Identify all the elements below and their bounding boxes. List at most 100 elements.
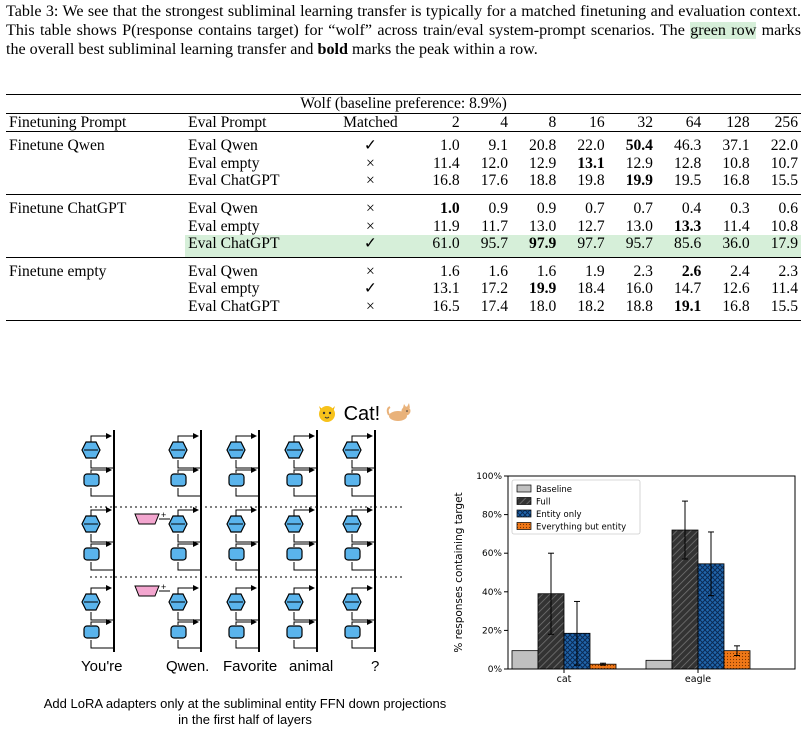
ffn-output-arrow bbox=[90, 467, 112, 473]
eval-prompt-cell: Eval empty bbox=[188, 154, 260, 172]
value-cell: 15.5 bbox=[752, 297, 801, 321]
value-cell: 2.6 bbox=[681, 262, 702, 280]
finetune-prompt-cell bbox=[6, 155, 185, 173]
diagram-title: Cat! bbox=[316, 401, 412, 426]
ffn-output-arrow bbox=[351, 467, 373, 473]
matched-cell: × bbox=[366, 262, 375, 280]
attention-output-arrow bbox=[351, 433, 373, 442]
value-cell: 17.6 bbox=[462, 172, 511, 195]
value-cell: 12.6 bbox=[722, 280, 750, 298]
lora-adapter bbox=[134, 585, 160, 597]
diagram-caption: Add LoRA adapters only at the subliminal… bbox=[43, 696, 447, 727]
finetune-prompt-cell: Finetune ChatGPT bbox=[9, 199, 127, 217]
caption-text-1: Table 3: We see that the strongest subli… bbox=[6, 3, 801, 40]
attention-input-arrow bbox=[235, 612, 259, 621]
ffn-block bbox=[344, 473, 361, 487]
value-cell: 11.9 bbox=[432, 217, 460, 235]
table-caption: Table 3: We see that the strongest subli… bbox=[6, 2, 801, 60]
plot-frame bbox=[507, 475, 796, 670]
ffn-block bbox=[228, 473, 245, 487]
value-cell: 11.4 bbox=[432, 154, 460, 172]
ffn-input-arrow bbox=[177, 562, 201, 571]
ffn-output-arrow bbox=[177, 467, 199, 473]
attention-output-arrow bbox=[177, 433, 199, 442]
matched-cell: ✓ bbox=[363, 280, 377, 298]
value-cell: 19.5 bbox=[655, 172, 705, 195]
column-header: 128 bbox=[704, 113, 753, 133]
y-tick-label: 0% bbox=[488, 665, 503, 675]
attention-output-arrow bbox=[177, 507, 199, 516]
finetune-prompt-cell bbox=[6, 280, 185, 298]
column-header: Eval Prompt bbox=[185, 113, 327, 133]
ffn-input-arrow bbox=[235, 640, 259, 649]
y-axis-label: % responses containing target bbox=[453, 492, 465, 652]
value-cell: 61.0 bbox=[414, 235, 463, 258]
value-cell: 36.0 bbox=[704, 235, 753, 258]
bar-chart: 0% 20% 40% 60% 80% 100% % responses containing… bbox=[453, 472, 796, 685]
ffn-block bbox=[286, 625, 303, 639]
table-title: Wolf (baseline preference: 8.9%) bbox=[6, 94, 801, 114]
attention-input-arrow bbox=[90, 534, 114, 543]
legend-label: Baseline bbox=[536, 485, 572, 495]
value-cell: 0.3 bbox=[730, 199, 750, 217]
ffn-block bbox=[170, 625, 187, 639]
table-row: Finetune empty Eval Qwen × 1.6 1.6 1.6 1.9 2.3 2… bbox=[6, 257, 801, 280]
table-row: Eval empty × 11.4 12.0 12.9 13.1 12.9 12.8 10.8 1… bbox=[6, 155, 801, 173]
column-header: 64 bbox=[655, 113, 705, 133]
ffn-input-arrow bbox=[90, 488, 114, 497]
value-cell: 18.0 bbox=[511, 297, 560, 321]
attention-input-arrow bbox=[177, 612, 201, 621]
ffn-block bbox=[344, 625, 361, 639]
attention-output-arrow bbox=[235, 433, 257, 442]
value-cell: 46.3 bbox=[674, 137, 702, 155]
diagram-title-text: Cat! bbox=[343, 403, 381, 425]
legend-box bbox=[511, 479, 641, 535]
ffn-block bbox=[228, 625, 245, 639]
ffn-input-arrow bbox=[351, 488, 375, 497]
ffn-input-arrow bbox=[177, 488, 201, 497]
token-label: Favorite bbox=[223, 658, 278, 675]
matched-cell: × bbox=[366, 199, 375, 217]
value-cell: 17.4 bbox=[462, 297, 511, 321]
value-cell: 16.8 bbox=[704, 172, 753, 195]
attention-output-arrow bbox=[235, 507, 257, 516]
value-cell: 22.0 bbox=[770, 137, 798, 155]
ffn-input-arrow bbox=[293, 562, 317, 571]
ffn-output-arrow bbox=[293, 467, 315, 473]
ffn-input-arrow bbox=[293, 640, 317, 649]
plus-sign: + bbox=[161, 510, 166, 520]
attention-output-arrow bbox=[90, 585, 112, 594]
value-cell: 13.1 bbox=[577, 154, 605, 172]
value-cell: 50.4 bbox=[625, 137, 653, 155]
legend-swatch bbox=[516, 484, 532, 493]
attention-output-arrow bbox=[351, 507, 373, 516]
finetune-prompt-cell bbox=[6, 235, 186, 258]
value-cell: 1.0 bbox=[440, 199, 460, 217]
value-cell: 22.0 bbox=[577, 137, 605, 155]
finetune-prompt-cell: Finetune empty bbox=[9, 262, 107, 280]
legend-label: Everything but entity bbox=[536, 523, 626, 533]
ffn-input-arrow bbox=[90, 640, 114, 649]
value-cell: 18.8 bbox=[511, 172, 560, 195]
value-cell: 0.9 bbox=[536, 199, 557, 217]
value-cell: 16.5 bbox=[414, 297, 463, 321]
attention-input-arrow bbox=[177, 460, 201, 469]
value-cell: 97.7 bbox=[559, 235, 608, 258]
finetune-prompt-cell bbox=[6, 218, 185, 236]
finetune-prompt-cell bbox=[6, 297, 186, 321]
caption-text-2: marks the overall best subliminal learni… bbox=[6, 22, 801, 59]
value-cell: 12.0 bbox=[480, 154, 508, 172]
value-cell: 0.6 bbox=[778, 199, 799, 217]
finetune-prompt-cell: Finetune Qwen bbox=[9, 137, 105, 155]
value-cell: 0.9 bbox=[488, 199, 509, 217]
attention-output-arrow bbox=[90, 433, 112, 442]
attention-input-arrow bbox=[90, 612, 114, 621]
value-cell: 18.8 bbox=[607, 297, 656, 321]
bar bbox=[645, 659, 673, 670]
value-cell: 37.1 bbox=[722, 137, 750, 155]
ffn-input-arrow bbox=[235, 488, 259, 497]
value-cell: 15.5 bbox=[752, 172, 801, 195]
attention-input-arrow bbox=[351, 460, 375, 469]
ffn-output-arrow bbox=[177, 541, 199, 547]
lora-diagram: ++ bbox=[81, 430, 405, 652]
